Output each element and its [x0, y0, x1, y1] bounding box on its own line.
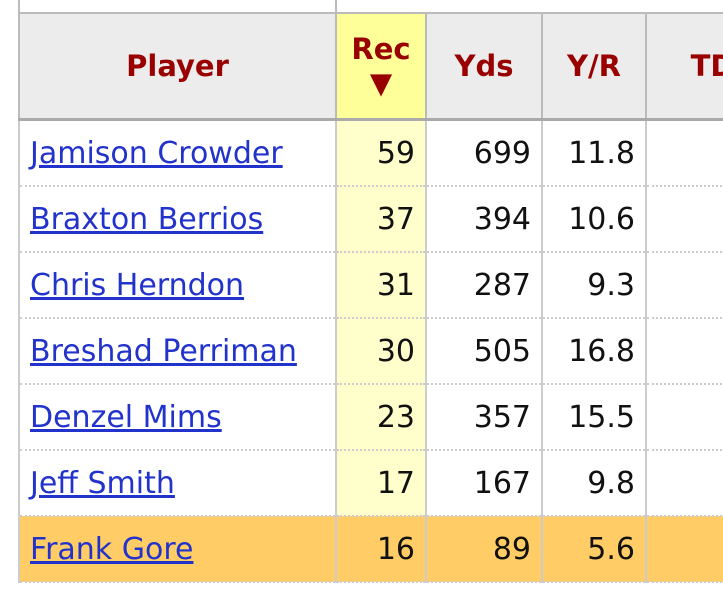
player-cell: Jeff Smith — [18, 450, 337, 517]
player-link[interactable]: Jamison Crowder — [30, 135, 283, 171]
player-link[interactable]: Braxton Berrios — [30, 201, 264, 237]
column-rule — [335, 0, 337, 12]
player-cell: Denzel Mims — [18, 384, 337, 451]
column-header[interactable]: Player — [18, 12, 337, 121]
stat-cell: 37 — [335, 186, 427, 253]
player-cell: Breshad Perriman — [18, 318, 337, 385]
player-link[interactable]: Denzel Mims — [30, 399, 222, 435]
stat-cell: 699 — [425, 119, 543, 187]
stat-cell: 9.8 — [541, 450, 647, 517]
stat-cell: 11.8 — [541, 119, 647, 187]
stat-cell: 357 — [425, 384, 543, 451]
stat-cell: 3 — [645, 252, 723, 319]
stat-cell: 0 — [645, 450, 723, 517]
stat-cell: 0 — [645, 384, 723, 451]
stat-cell: 30 — [335, 318, 427, 385]
stats-table: Player Rec ▼ Yds Y/R TD Jamison Crowder 59 699 1… — [18, 12, 723, 583]
column-header[interactable]: Rec ▼ — [335, 12, 427, 121]
stat-cell: 15.5 — [541, 384, 647, 451]
player-link[interactable]: Frank Gore — [30, 531, 194, 567]
player-cell: Braxton Berrios — [18, 186, 337, 253]
stat-cell: 3 — [645, 318, 723, 385]
player-link[interactable]: Breshad Perriman — [30, 333, 297, 369]
player-link[interactable]: Jeff Smith — [30, 465, 175, 501]
stat-cell: 59 — [335, 119, 427, 187]
stat-cell: 0 — [645, 516, 723, 583]
stat-cell: 16 — [335, 516, 427, 583]
stat-cell: 3 — [645, 186, 723, 253]
stat-cell: 287 — [425, 252, 543, 319]
stat-cell: 10.6 — [541, 186, 647, 253]
sort-arrow: ▼ — [369, 66, 393, 100]
column-header[interactable]: Yds — [425, 12, 543, 121]
stat-cell: 89 — [425, 516, 543, 583]
player-cell: Jamison Crowder — [18, 119, 337, 187]
stat-cell: 6 — [645, 119, 723, 187]
stat-cell: 167 — [425, 450, 543, 517]
header-strip — [18, 0, 723, 12]
header-label: Y/R — [567, 49, 621, 83]
column-header[interactable]: Y/R — [541, 12, 647, 121]
header-label: Player — [126, 49, 229, 83]
stat-cell: 5.6 — [541, 516, 647, 583]
player-link[interactable]: Chris Herndon — [30, 267, 245, 303]
column-header[interactable]: TD — [645, 12, 723, 121]
player-cell: Chris Herndon — [18, 252, 337, 319]
stat-cell: 17 — [335, 450, 427, 517]
player-cell: Frank Gore — [18, 516, 337, 583]
stat-cell: 394 — [425, 186, 543, 253]
header-label: Rec — [351, 32, 411, 66]
stat-cell: 505 — [425, 318, 543, 385]
header-row: Player Rec ▼ Yds Y/R TD — [18, 12, 723, 121]
header-label: TD — [690, 49, 723, 83]
stat-cell: 16.8 — [541, 318, 647, 385]
stat-cell: 23 — [335, 384, 427, 451]
header-label: Yds — [454, 49, 514, 83]
stat-cell: 9.3 — [541, 252, 647, 319]
stat-cell: 31 — [335, 252, 427, 319]
